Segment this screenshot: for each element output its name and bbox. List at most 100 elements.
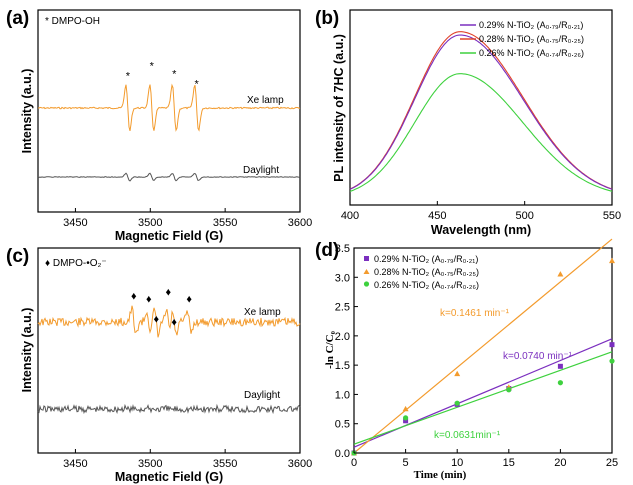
xtick-a-3: 3600 [288,217,312,229]
series-c-xe-lamp [37,305,301,338]
x-axis-label-d: Time (min) [414,469,467,481]
panel-label-c: (c) [6,246,29,267]
x-axis-label-b: Wavelength (nm) [431,223,531,237]
xtick-d-1: 5 [403,457,409,469]
series-label-c-day: Daylight [244,390,280,401]
legend-b-026: 0.26% N-TiO₂ (A₀.₇₄/R₀.₂₆) [479,48,584,58]
ytick-d-0: 0.0 [335,448,350,460]
legend-d-029: 0.29% N-TiO₂ (A₀.₇₉/R₀.₂₁) [374,254,478,264]
panel-label-d: (d) [315,240,339,261]
x-axis-label-a: Magnetic Field (G) [115,229,223,243]
k-label-d-026: k=0.0631min⁻¹ [434,430,501,441]
peak-marker-c-2: ♦ [153,314,159,326]
peak-markers-a: * * * * [126,60,200,90]
ytick-d-4: 2.0 [335,331,350,343]
point-d-1-1 [402,405,409,412]
peak-marker-c-0: ♦ [131,291,137,303]
xtick-d-2: 10 [451,457,463,469]
legend-marker-d-029 [364,256,369,261]
xtick-d-5: 25 [606,457,618,469]
point-d-2-2 [454,400,460,406]
xtick-b-1: 450 [428,210,446,222]
y-axis-label-b: PL intensity of 7HC (a.u.) [332,34,346,182]
peak-marker-a-2: * [172,68,177,80]
y-axis-label-c: Intensity (a.u.) [20,308,34,393]
xtick-c-2: 3550 [213,458,237,470]
series-label-a-day: Daylight [243,165,279,176]
ytick-d-5: 2.5 [335,302,350,314]
legend-d-028: 0.28% N-TiO₂ (A₀.₇₅/R₀.₂₅) [374,267,479,277]
plot-frame-c [37,247,301,454]
ytick-d-3: 1.5 [335,360,350,372]
k-label-d-028: k=0.1461 min⁻¹ [440,308,510,319]
fit-lines-d [353,238,613,454]
peak-marker-a-3: * [195,78,200,90]
ytick-d-1: 0.5 [335,419,350,431]
peak-marker-a-1: * [150,60,155,72]
series-b-029 [349,34,613,190]
point-d-0-1 [403,418,409,424]
peak-marker-c-3: ♦ [165,287,171,299]
point-d-2-1 [403,415,409,421]
peak-marker-c-5: ♦ [186,294,192,306]
peak-marker-c-4: ♦ [171,317,177,329]
y-axis-label-d: -ln C/C₀ [324,330,336,369]
fit-line-d-2 [353,351,613,445]
series-b-026 [349,73,613,192]
xtick-a-0: 3450 [63,217,87,229]
point-d-2-4 [557,380,564,386]
xtick-c-0: 3450 [63,458,87,470]
x-ticks-a: 3450 3500 3550 3600 [63,208,312,229]
xtick-d-0: 0 [351,457,357,469]
point-d-2-3 [506,387,512,393]
xtick-b-3: 550 [603,210,621,222]
xtick-d-4: 20 [554,457,566,469]
point-d-0-4 [557,363,563,369]
plot-frame-d [353,247,613,454]
legend-d-026: 0.26% N-TiO₂ (A₀.₇₄/R₀.₂₆) [374,280,479,290]
panel-label-a: (a) [6,8,29,29]
plot-frame-a [37,9,301,213]
series-c-daylight [37,403,301,415]
point-d-1-4 [557,271,564,277]
plot-frame-b [349,9,613,206]
ytick-d-7: 3.5 [335,243,350,255]
point-d-2-5 [609,358,615,364]
series-label-c-xe: Xe lamp [244,307,281,318]
xtick-c-1: 3500 [138,458,162,470]
series-label-a-xe: Xe lamp [247,95,284,106]
xtick-d-3: 15 [503,457,515,469]
xtick-c-3: 3600 [288,458,312,470]
peak-markers-c: ♦ ♦♦♦♦♦ [131,287,192,329]
legend-d: 0.29% N-TiO₂ (A₀.₇₉/R₀.₂₁) 0.28% N-TiO₂ … [363,254,479,290]
ytick-d-2: 1.0 [335,389,350,401]
peak-marker-a-0: * [126,70,131,82]
k-label-d-029: k=0.0740 min⁻¹ [503,351,573,362]
xtick-a-2: 3550 [213,217,237,229]
xtick-b-0: 400 [341,210,359,222]
x-axis-label-c: Magnetic Field (G) [115,470,223,484]
point-d-1-5 [609,257,615,264]
point-d-1-2 [454,370,461,377]
panel-label-b: (b) [315,8,339,29]
x-ticks-d: 0 5 10 15 20 25 [351,449,618,469]
x-ticks-c: 3450 3500 3550 3600 [63,449,312,470]
fit-line-d-1 [353,238,613,454]
legend-note-a: * DMPO-OH [45,16,100,27]
peak-marker-c-1: ♦ [146,294,152,306]
ytick-d-6: 3.0 [335,272,350,284]
legend-marker-d-026 [363,281,370,287]
xtick-a-1: 3500 [138,217,162,229]
series-a-daylight [37,172,301,182]
legend-b-028: 0.28% N-TiO₂ (A₀.₇₅/R₀.₂₅) [479,34,584,44]
series-a-xe-lamp [37,83,301,132]
legend-b-029: 0.29% N-TiO₂ (A₀.₇₉/R₀.₂₁) [479,20,583,30]
x-ticks-b: 400 450 500 550 [341,201,621,222]
xtick-b-2: 500 [515,210,533,222]
point-d-0-5 [609,342,615,348]
y-axis-label-a: Intensity (a.u.) [20,69,34,154]
legend-marker-d-028 [363,269,370,274]
legend-b: 0.29% N-TiO₂ (A₀.₇₉/R₀.₂₁) 0.28% N-TiO₂ … [460,20,584,58]
y-ticks-d: 0.0 0.5 1.0 1.5 2.0 2.5 3.0 3.5 [335,243,358,460]
